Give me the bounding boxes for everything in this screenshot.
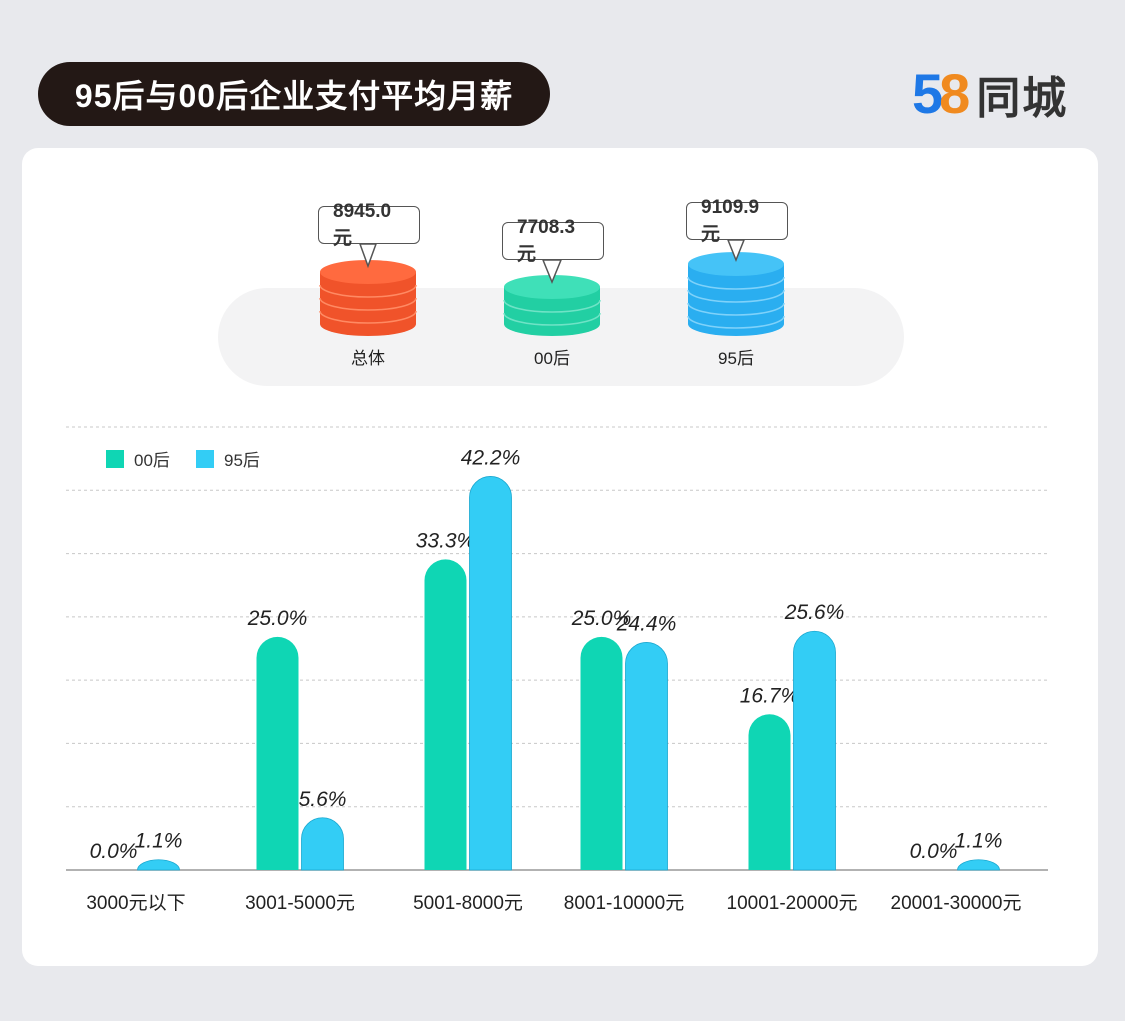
category-label-2: 5001-8000元 [413,893,523,914]
brand-logo-digits: 58 [912,62,970,125]
brand-logo-name: 同城 [976,74,1069,123]
bar-00-4 [748,714,791,870]
data-label-00-5: 0.0% [910,840,958,863]
legend-swatch-00 [106,449,124,468]
data-label-95-0: 1.1% [135,830,183,853]
coin-stack-icon-95 [687,252,785,336]
legend-label-00: 00后 [134,451,170,470]
bar-95-2 [469,476,512,871]
coin-stack-icon-overall [319,260,417,336]
bar-00-1 [256,636,299,870]
average-label-95: 95后 [718,349,754,368]
data-label-00-0: 0.0% [90,840,138,863]
bar-00-3 [580,636,623,870]
bar-95-1 [301,817,344,871]
bar-95-4 [793,630,836,871]
page-title: 95后与00后企业支付平均月薪 [38,62,550,126]
category-label-4: 10001-20000元 [727,893,858,914]
category-label-1: 3001-5000元 [245,893,355,914]
data-label-95-2: 42.2% [461,446,521,469]
data-label-95-1: 5.6% [299,788,347,811]
coin-stack-icon-00 [503,275,601,336]
legend-item-95: 95后 [196,446,260,471]
legend-label-95: 95后 [224,451,260,470]
data-label-00-1: 25.0% [247,607,308,630]
data-label-95-4: 25.6% [784,601,845,624]
bar-95-3 [625,642,668,871]
average-callout-95: 9109.9元 [686,197,788,245]
data-label-00-4: 16.7% [740,684,800,707]
average-callout-overall: 8945.0元 [318,201,420,249]
average-callout-00: 7708.3元 [502,217,604,265]
legend-item-00: 00后 [106,446,170,471]
category-label-0: 3000元以下 [86,893,185,914]
legend-swatch-95 [196,449,214,468]
category-label-5: 20001-30000元 [891,893,1022,914]
data-label-95-3: 24.4% [616,612,677,635]
category-label-3: 8001-10000元 [564,893,684,914]
data-label-00-2: 33.3% [416,529,476,552]
average-label-overall: 总体 [351,349,385,368]
data-label-95-5: 1.1% [955,830,1003,853]
bar-95-5 [957,859,1000,871]
bar-00-2 [424,559,467,870]
average-label-00: 00后 [534,349,570,368]
brand-logo: 58 同城 [912,64,1068,124]
data-label-00-3: 25.0% [571,607,632,630]
bar-95-0 [137,859,180,871]
